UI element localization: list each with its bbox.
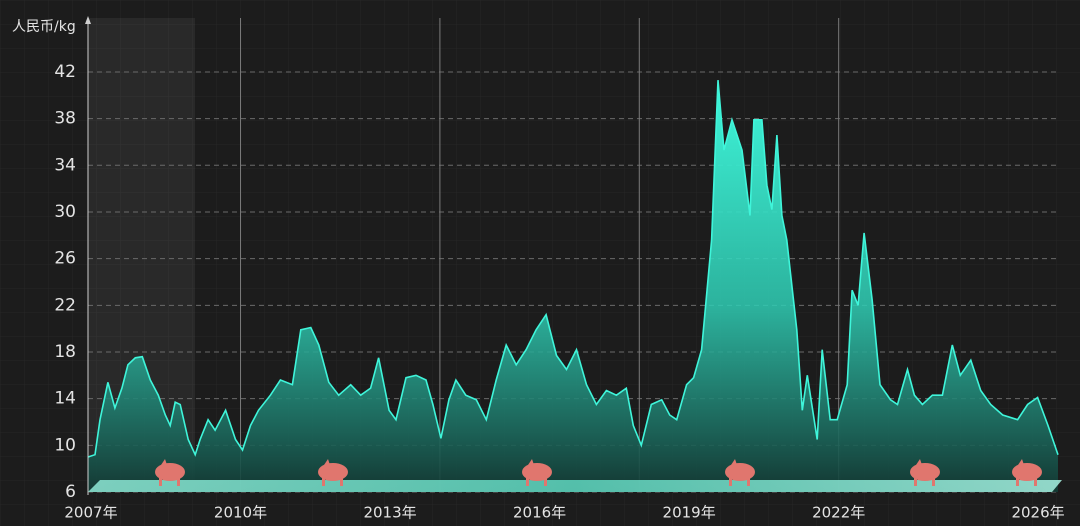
y-tick-label: 38 bbox=[54, 109, 76, 129]
x-tick-label: 2026年 bbox=[1011, 504, 1064, 522]
y-axis-arrow bbox=[85, 16, 91, 24]
x-tick-label: 2013年 bbox=[363, 504, 416, 522]
y-tick-label: 18 bbox=[54, 342, 76, 362]
y-tick-label: 6 bbox=[65, 482, 76, 502]
pig-icons bbox=[155, 459, 1042, 486]
pig-icon bbox=[318, 459, 348, 486]
y-tick-label: 30 bbox=[54, 202, 76, 222]
y-tick-label: 22 bbox=[54, 295, 76, 315]
pig-icon bbox=[155, 459, 185, 486]
y-tick-label: 42 bbox=[54, 62, 76, 82]
y-tick-label: 10 bbox=[54, 435, 76, 455]
label-layer: 6 10 14 18 22 26 30 34 38 42 2007年 2010年 2013年 2016年 2… bbox=[54, 62, 1064, 522]
x-tick-label: 2010年 bbox=[214, 504, 267, 522]
y-axis-label: 人民币/kg bbox=[12, 19, 76, 35]
y-tick-label: 14 bbox=[54, 389, 76, 409]
pig-icon bbox=[522, 459, 552, 486]
pig-icon bbox=[910, 459, 940, 486]
area bbox=[88, 80, 1058, 492]
y-tick-label: 34 bbox=[54, 155, 76, 175]
line bbox=[87, 80, 1059, 458]
x-tick-label: 2016年 bbox=[513, 504, 566, 522]
pig-icon bbox=[725, 459, 755, 486]
x-tick-label: 2007年 bbox=[64, 504, 117, 522]
y-tick-label: 26 bbox=[54, 249, 76, 269]
plot-layer bbox=[87, 80, 1059, 492]
x-tick-label: 2022年 bbox=[812, 504, 865, 522]
pig-icon bbox=[1012, 459, 1042, 486]
floor bbox=[88, 480, 1062, 492]
x-tick-label: 2019年 bbox=[663, 504, 716, 522]
